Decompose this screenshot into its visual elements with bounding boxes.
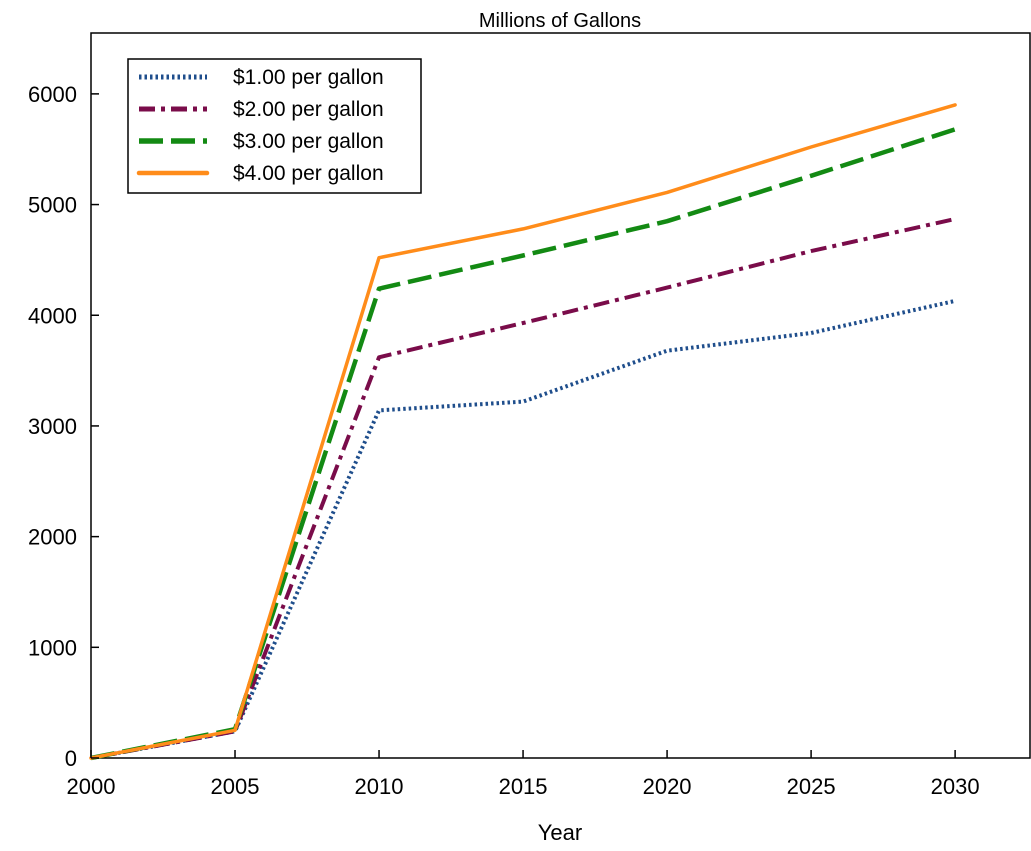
legend-label-2: $2.00 per gallon xyxy=(233,98,384,121)
plot-area-frame xyxy=(90,32,1031,759)
x-axis: 2000 2005 2010 2015 2020 2025 2030 xyxy=(67,750,980,799)
y-tick-label: 3000 xyxy=(28,414,77,439)
y-axis: 0 1000 2000 3000 4000 5000 6000 xyxy=(28,82,99,771)
x-tick-label: 2025 xyxy=(787,774,836,799)
x-tick-label: 2010 xyxy=(355,774,404,799)
series-lines xyxy=(89,103,957,761)
x-axis-title: Year xyxy=(538,820,582,845)
x-tick-label: 2005 xyxy=(211,774,260,799)
legend: $1.00 per gallon $2.00 per gallon $3.00 pe… xyxy=(127,58,422,194)
x-tick-label: 2015 xyxy=(499,774,548,799)
series-line-1 xyxy=(90,298,956,760)
legend-label-1: $1.00 per gallon xyxy=(233,66,384,89)
y-tick-label: 4000 xyxy=(28,303,77,328)
chart-title: Millions of Gallons xyxy=(479,10,641,32)
y-tick-label: 1000 xyxy=(28,635,77,660)
y-tick-label: 5000 xyxy=(28,193,77,218)
series-line-3 xyxy=(90,127,956,761)
y-tick-label: 0 xyxy=(65,746,77,771)
legend-label-3: $3.00 per gallon xyxy=(233,130,384,153)
y-tick-label: 2000 xyxy=(28,525,77,550)
y-tick-label: 6000 xyxy=(28,82,77,107)
legend-box xyxy=(127,58,422,194)
x-tick-label: 2030 xyxy=(931,774,980,799)
series-line-2 xyxy=(90,217,956,760)
legend-label-4: $4.00 per gallon xyxy=(233,162,384,185)
x-tick-label: 2000 xyxy=(67,774,116,799)
x-tick-label: 2020 xyxy=(643,774,692,799)
series-line-4 xyxy=(89,103,957,760)
